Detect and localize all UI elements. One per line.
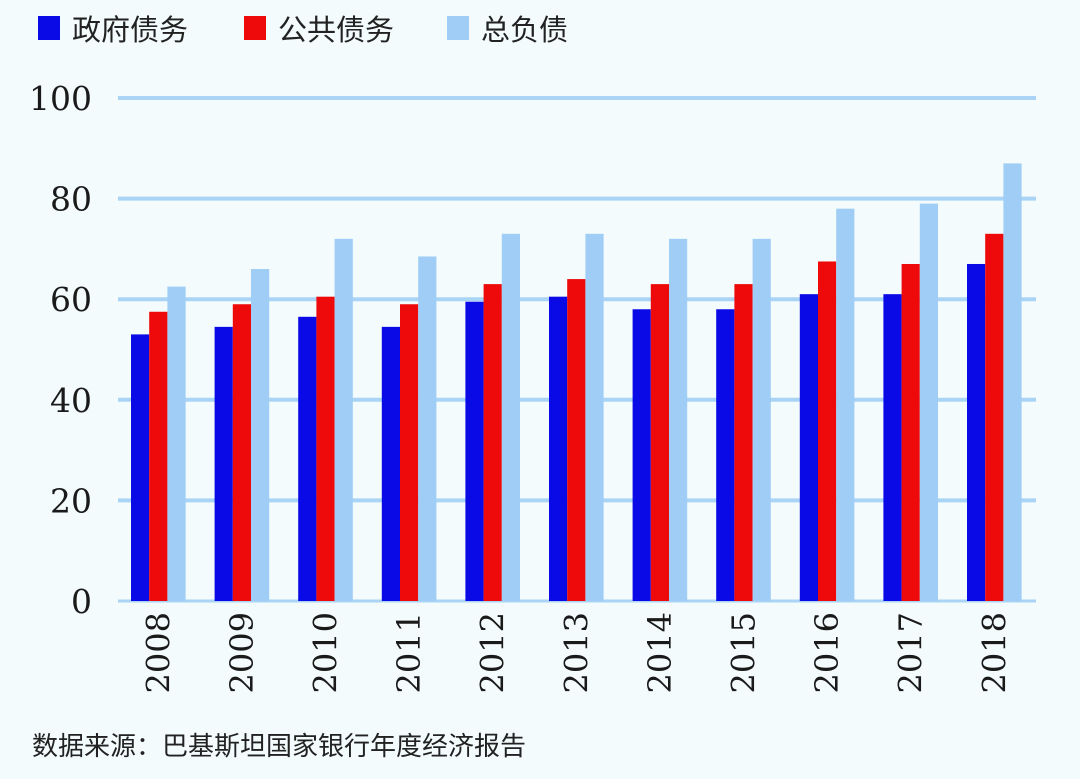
y-tick-label-100: 100 (29, 79, 92, 118)
bar-2015-2 (752, 238, 771, 601)
debt-bar-chart: 政府债务 公共债务 总负债 0 20 40 60 80 100 2008 2009 2010 201… (29, 13, 1036, 693)
bar-2016-2 (836, 208, 855, 601)
bar-2008-2 (167, 286, 186, 601)
legend-swatch-1 (244, 16, 266, 40)
x-tick-label-2011: 2011 (390, 612, 428, 693)
bar-2009-0 (214, 326, 233, 601)
bar-2013-2 (585, 233, 604, 601)
bar-2011-0 (381, 326, 400, 601)
x-tick-label-2012: 2012 (474, 612, 512, 693)
bar-2010-2 (334, 238, 353, 601)
y-axis-ticks: 0 20 40 60 80 100 (29, 79, 92, 621)
bar-2014-0 (632, 309, 651, 601)
bar-2009-2 (251, 269, 270, 601)
x-axis-ticks: 2008 2009 2010 2011 2012 2013 2014 2015 2016 2017… (139, 612, 1013, 693)
x-tick-label-2014: 2014 (641, 612, 679, 693)
bar-2011-1 (400, 304, 419, 601)
bar-2018-2 (1003, 163, 1022, 601)
bar-2017-1 (901, 263, 920, 601)
bar-2016-1 (818, 261, 837, 601)
bar-2017-2 (919, 203, 938, 601)
bar-2018-1 (985, 233, 1004, 601)
bar-2013-1 (567, 279, 586, 601)
bar-2018-0 (967, 263, 986, 601)
bar-2011-2 (418, 256, 437, 601)
bar-2010-1 (316, 296, 335, 601)
chart-legend: 政府债务 公共债务 总负债 (38, 13, 568, 47)
bar-2017-0 (883, 294, 902, 601)
bar-2008-1 (149, 311, 168, 601)
bar-2014-1 (650, 284, 669, 601)
bar-2016-0 (799, 294, 818, 601)
x-tick-label-2017: 2017 (892, 612, 930, 693)
x-tick-label-2013: 2013 (557, 612, 595, 693)
legend-swatch-0 (38, 16, 60, 40)
x-tick-label-2018: 2018 (975, 612, 1013, 693)
legend-label-0: 政府债务 (72, 13, 188, 47)
x-tick-label-2010: 2010 (307, 612, 345, 693)
y-tick-label-20: 20 (50, 481, 92, 520)
source-note: 数据来源：巴基斯坦国家银行年度经济报告 (32, 732, 527, 762)
bar-2008-0 (131, 334, 150, 601)
y-tick-label-40: 40 (50, 381, 92, 420)
legend-label-1: 公共债务 (278, 13, 394, 47)
bar-2015-0 (716, 309, 735, 601)
bar-2012-2 (501, 233, 520, 601)
bar-2012-0 (465, 301, 484, 601)
bar-2012-1 (483, 284, 502, 601)
y-tick-label-80: 80 (50, 180, 92, 219)
bar-2015-1 (734, 284, 753, 601)
y-tick-label-60: 60 (50, 280, 92, 319)
x-tick-label-2009: 2009 (223, 612, 261, 693)
x-tick-label-2015: 2015 (725, 612, 763, 693)
legend-swatch-2 (447, 16, 469, 40)
bar-2013-0 (549, 296, 568, 601)
chart-bars (131, 163, 1022, 601)
bar-2010-0 (298, 316, 317, 601)
x-tick-label-2008: 2008 (139, 612, 177, 693)
bar-2014-2 (669, 238, 688, 601)
legend-label-2: 总负债 (481, 13, 568, 47)
y-tick-label-0: 0 (71, 582, 92, 621)
bar-2009-1 (232, 304, 251, 601)
x-tick-label-2016: 2016 (808, 612, 846, 693)
